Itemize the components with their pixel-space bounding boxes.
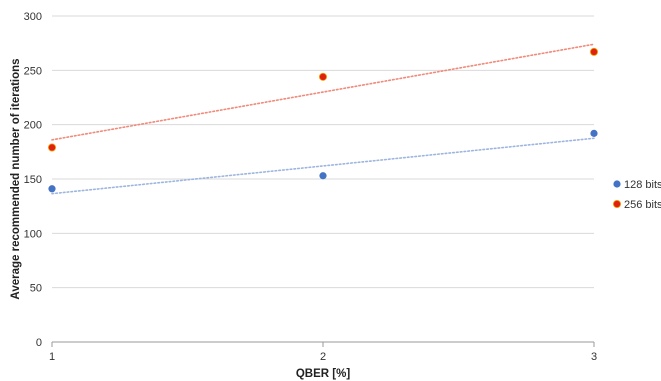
data-point xyxy=(48,185,56,193)
trendline-2 xyxy=(51,43,595,141)
legend-marker xyxy=(613,180,621,188)
y-tick-label: 50 xyxy=(30,283,42,295)
data-point xyxy=(318,72,327,81)
trendline-layer xyxy=(51,43,595,195)
data-point xyxy=(590,129,598,137)
legend: 128 bits 256 bits xyxy=(613,179,661,211)
x-tick-label: 2 xyxy=(320,351,326,363)
legend-label: 256 bits xyxy=(624,199,661,211)
y-tick-label: 300 xyxy=(24,11,42,23)
y-tick-label: 150 xyxy=(24,174,42,186)
y-tick-label: 100 xyxy=(24,228,42,240)
data-point xyxy=(48,143,57,152)
data-point xyxy=(319,172,327,180)
x-axis-title: QBER [%] xyxy=(296,368,350,380)
y-tick-label: 200 xyxy=(24,120,42,132)
point-layer xyxy=(48,47,599,193)
x-tick-label: 3 xyxy=(591,351,597,363)
y-tick-label: 0 xyxy=(36,337,42,349)
trendline-1 xyxy=(51,137,595,195)
data-point xyxy=(590,47,599,56)
y-tick-label: 250 xyxy=(24,65,42,77)
legend-marker xyxy=(613,199,622,208)
legend-label: 128 bits xyxy=(624,179,661,191)
axis-layer: 0 50 100 150 200 250 300 1 2 3 xyxy=(24,11,597,363)
y-axis-title: Average recommended number of iterations xyxy=(10,58,22,299)
x-tick-label: 1 xyxy=(49,351,55,363)
